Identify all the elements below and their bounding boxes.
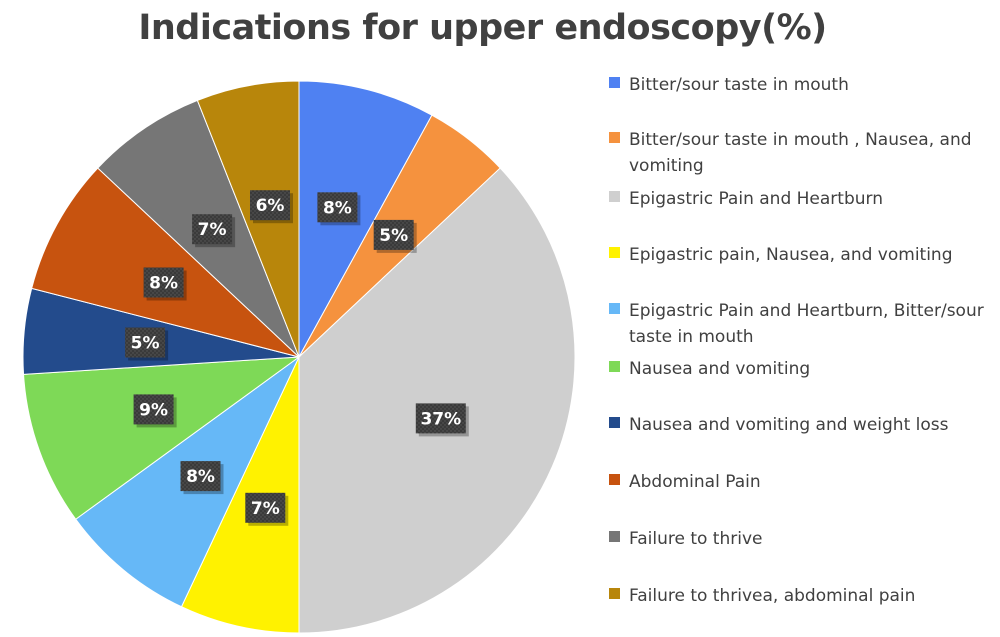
data-label-box	[192, 214, 233, 245]
data-label-box	[245, 492, 286, 523]
pie-slice	[180, 356, 300, 634]
legend-label: Failure to thrivea, abdominal pain	[629, 586, 916, 606]
data-labels: 8% 5% 37% 7% 8% 9% 5% 8% 7% 6%	[125, 190, 469, 526]
chart-title: Indications for upper endoscopy(%)	[138, 8, 827, 48]
legend-label: Epigastric Pain and Heartburn	[629, 189, 883, 209]
legend-label: Bitter/sour taste in mouth	[629, 75, 849, 95]
data-label: 5%	[379, 226, 408, 246]
pie-chart: 8% 5% 37% 7% 8% 9% 5% 8% 7% 6%	[22, 80, 576, 634]
legend-swatch	[609, 361, 620, 372]
data-label: 7%	[198, 220, 227, 240]
legend-label: Abdominal Pain	[629, 472, 761, 492]
legend-swatch	[609, 247, 620, 258]
legend-swatch	[609, 191, 620, 202]
data-label-box	[133, 394, 174, 425]
pie-slice	[23, 356, 301, 520]
data-label: 7%	[251, 499, 280, 519]
pie-slice	[31, 167, 300, 358]
legend-label: Failure to thrive	[629, 529, 763, 549]
legend-swatch	[609, 132, 620, 143]
pie-slices	[22, 80, 576, 634]
legend-label: Nausea and vomiting	[629, 359, 811, 379]
data-label-box	[373, 219, 414, 250]
data-label-box	[317, 192, 358, 223]
legend-swatch	[609, 303, 620, 314]
data-label-box	[180, 461, 221, 492]
data-label: 8%	[149, 274, 178, 294]
data-label: 5%	[131, 334, 160, 354]
data-label: 37%	[420, 409, 461, 429]
pie-slice	[196, 80, 300, 358]
data-label: 8%	[186, 467, 215, 487]
legend-swatch	[609, 474, 620, 485]
legend-label: Bitter/sour taste in mouth , Nausea, and…	[629, 130, 972, 176]
legend-swatch	[609, 531, 620, 542]
data-label-box	[250, 190, 290, 221]
pie-slice	[298, 167, 576, 634]
data-label-box	[415, 403, 466, 434]
data-label: 8%	[323, 198, 352, 218]
data-label: 6%	[256, 196, 285, 216]
legend-swatch	[609, 417, 620, 428]
legend-swatch	[609, 77, 620, 88]
legend-label: Epigastric pain, Nausea, and vomiting	[629, 245, 953, 265]
data-label-box	[125, 327, 166, 358]
legend-label: Nausea and vomiting and weight loss	[629, 415, 949, 435]
pie-slice	[298, 80, 433, 358]
data-label: 9%	[139, 400, 168, 420]
legend-label: Epigastric Pain and Heartburn, Bitter/so…	[629, 301, 984, 347]
data-label-box	[143, 267, 184, 298]
legend-swatch	[609, 588, 620, 599]
